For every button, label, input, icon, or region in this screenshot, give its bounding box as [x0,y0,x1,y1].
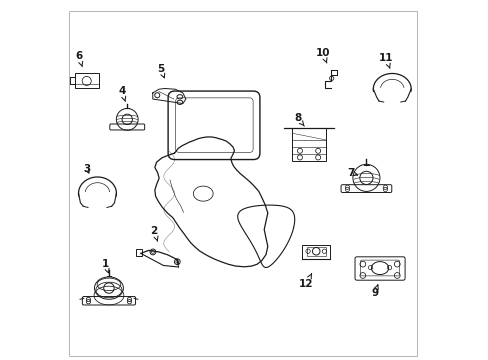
Bar [75,73,99,89]
Bar [302,245,329,258]
Text: 10: 10 [315,48,329,63]
Text: 9: 9 [370,285,377,298]
Text: 6: 6 [75,51,82,67]
Text: 8: 8 [294,113,304,126]
Text: 4: 4 [118,86,125,102]
Bar [292,128,325,161]
Text: 3: 3 [83,164,90,174]
Text: 2: 2 [150,226,158,241]
Bar [306,247,325,256]
Bar [136,249,142,256]
Text: 11: 11 [378,53,393,68]
Text: 1: 1 [102,259,109,273]
Text: 7: 7 [346,168,357,178]
Text: 12: 12 [298,274,313,289]
Text: 5: 5 [157,64,164,78]
